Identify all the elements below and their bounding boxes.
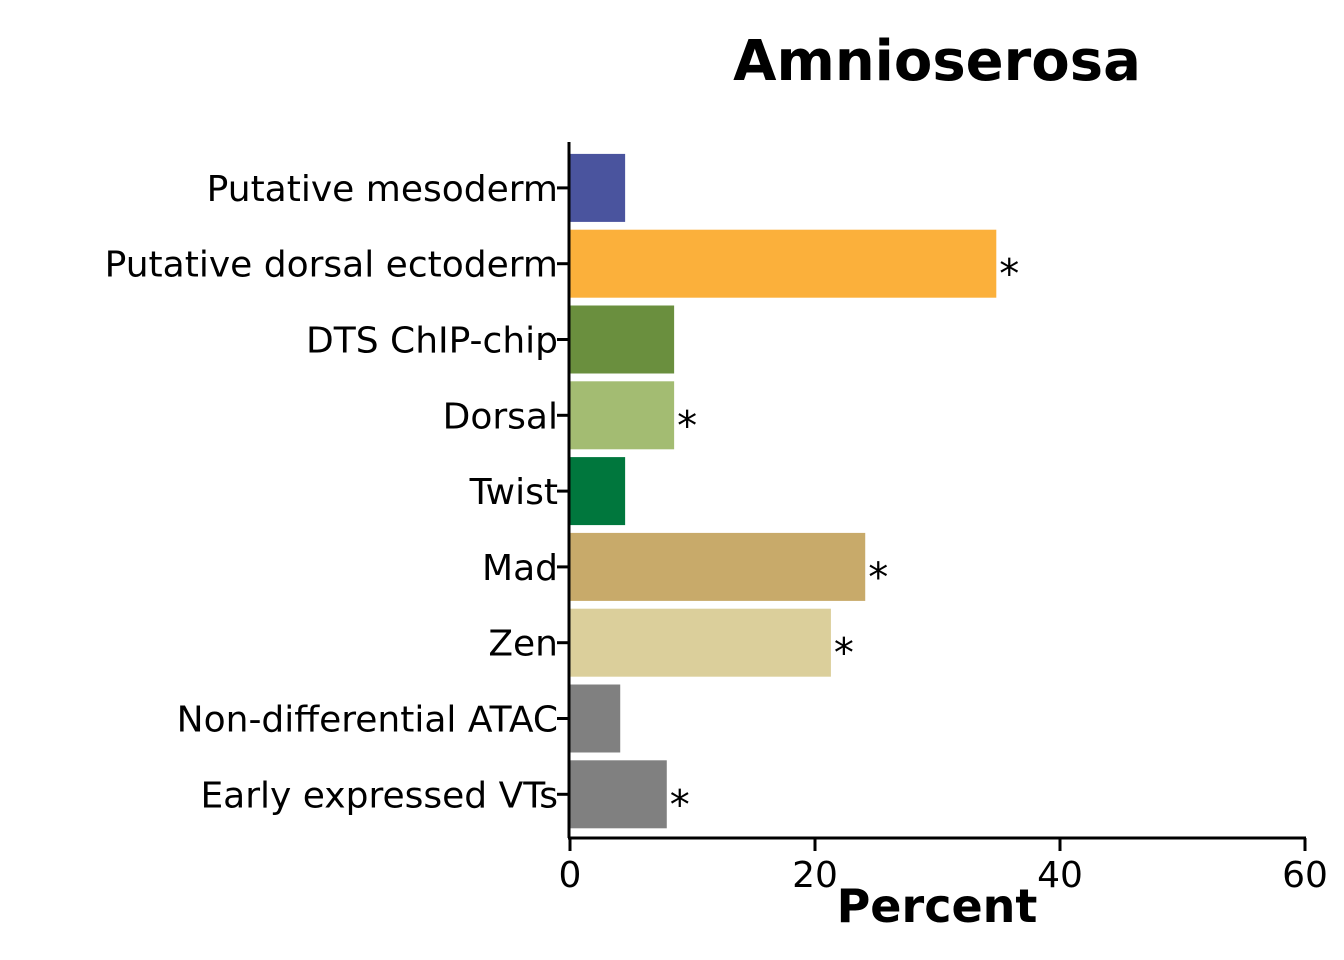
- y-tick-label: Putative dorsal ectoderm: [105, 245, 558, 286]
- x-tick-label: 20: [792, 855, 838, 896]
- bar-1: [570, 229, 997, 298]
- significance-marker: *: [834, 631, 854, 677]
- bar-2: [570, 305, 675, 374]
- y-tick-label: Putative mesoderm: [207, 169, 558, 210]
- y-tick-label: Twist: [469, 472, 558, 513]
- y-tick-label: Mad: [482, 548, 558, 589]
- y-tick-label: Early expressed VTs: [200, 775, 558, 816]
- bar-5: [570, 532, 866, 601]
- significance-marker: *: [677, 403, 697, 449]
- chart-title: Amnioserosa: [733, 29, 1141, 94]
- bars-group: * * * * *: [570, 153, 1019, 829]
- x-tick-label: 40: [1037, 855, 1083, 896]
- x-axis-label: Percent: [837, 879, 1038, 933]
- significance-marker: *: [670, 782, 690, 828]
- bar-7: [570, 684, 621, 753]
- x-ticks: 0 20 40 60: [559, 838, 1328, 896]
- y-tick-label: Dorsal: [443, 396, 558, 437]
- bar-6: [570, 608, 831, 677]
- significance-marker: *: [868, 555, 888, 601]
- bar-3: [570, 381, 675, 450]
- y-tick-label: Zen: [488, 624, 558, 665]
- bar-4: [570, 457, 626, 526]
- bar-8: [570, 760, 667, 829]
- bar-0: [570, 153, 626, 222]
- significance-marker: *: [999, 252, 1019, 298]
- y-tick-label: Non-differential ATAC: [177, 700, 558, 741]
- y-tick-labels: Putative mesoderm Putative dorsal ectoder…: [105, 169, 570, 816]
- x-tick-label: 60: [1282, 855, 1328, 896]
- y-tick-label: DTS ChIP-chip: [306, 321, 558, 362]
- x-tick-label: 0: [559, 855, 582, 896]
